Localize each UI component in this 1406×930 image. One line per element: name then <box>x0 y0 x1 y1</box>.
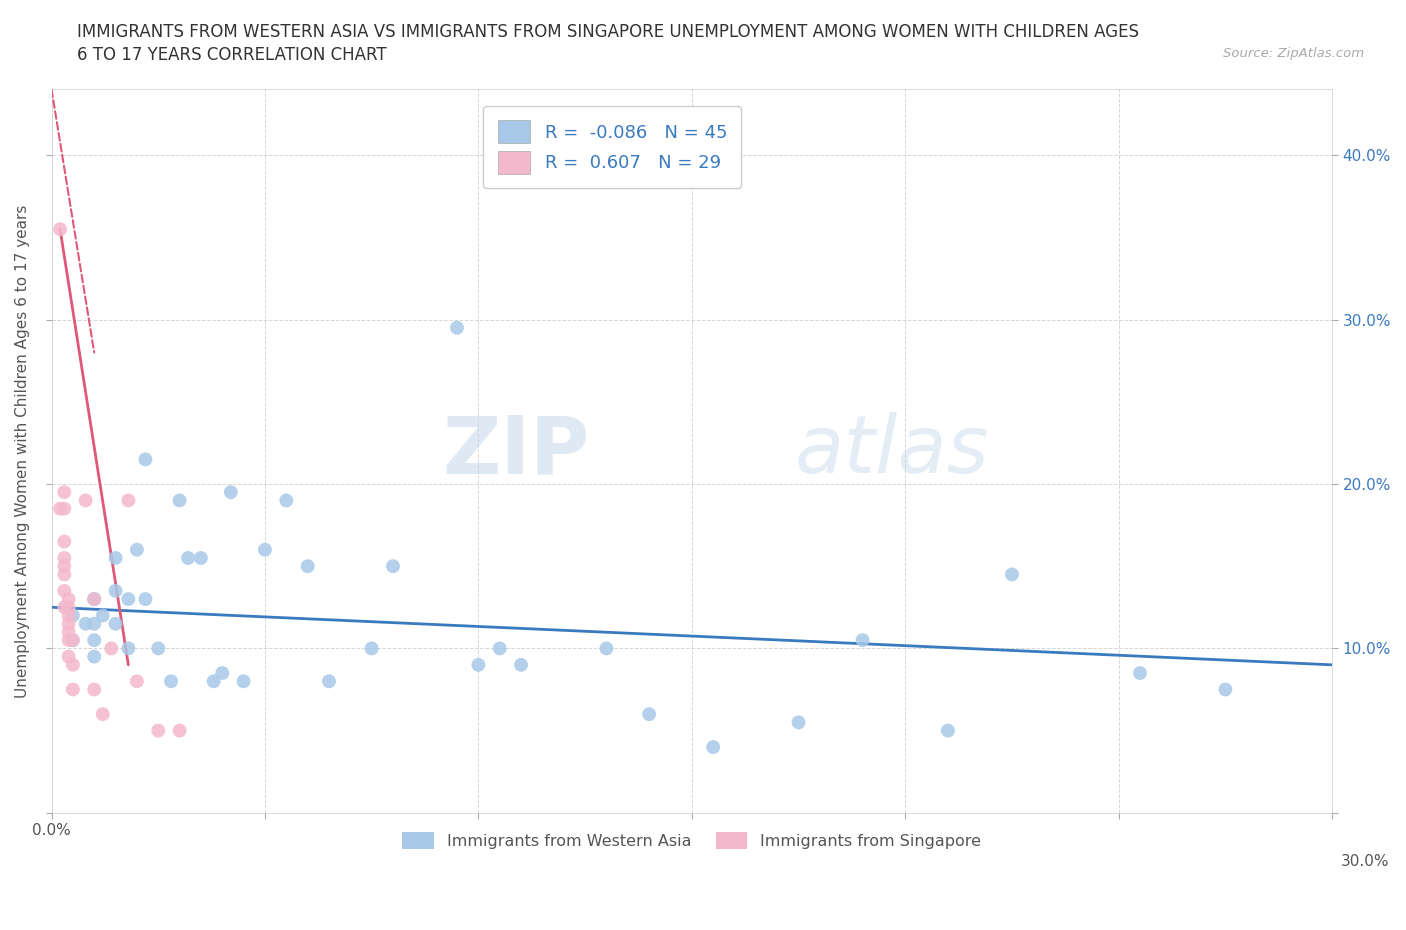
Point <box>53 567 76 582</box>
Text: ZIP: ZIP <box>441 412 589 490</box>
Point <box>190 551 212 565</box>
Point <box>49 501 72 516</box>
Point <box>58 608 80 623</box>
Text: atlas: atlas <box>794 412 988 490</box>
Point <box>83 649 105 664</box>
Point <box>62 632 84 647</box>
Point <box>232 674 254 689</box>
Point <box>787 715 810 730</box>
Text: Source: ZipAtlas.com: Source: ZipAtlas.com <box>1223 46 1364 60</box>
Point <box>53 551 76 565</box>
Point <box>75 493 97 508</box>
Point <box>360 641 382 656</box>
Point <box>638 707 661 722</box>
Point <box>211 666 233 681</box>
Point <box>53 559 76 574</box>
Point <box>58 617 80 631</box>
Point <box>117 591 139 606</box>
Point <box>83 682 105 697</box>
Point <box>446 320 468 335</box>
Point <box>53 485 76 499</box>
Point <box>91 707 114 722</box>
Legend: Immigrants from Western Asia, Immigrants from Singapore: Immigrants from Western Asia, Immigrants… <box>396 826 987 856</box>
Point <box>58 649 80 664</box>
Point <box>297 559 319 574</box>
Point <box>253 542 276 557</box>
Point <box>125 674 148 689</box>
Text: 6 TO 17 YEARS CORRELATION CHART: 6 TO 17 YEARS CORRELATION CHART <box>77 46 387 64</box>
Point <box>1215 682 1237 697</box>
Point <box>53 534 76 549</box>
Point <box>58 625 80 640</box>
Point <box>83 591 105 606</box>
Point <box>53 600 76 615</box>
Point <box>702 739 724 754</box>
Point <box>169 493 191 508</box>
Point <box>62 682 84 697</box>
Point <box>467 658 489 672</box>
Point <box>488 641 510 656</box>
Point <box>318 674 340 689</box>
Point <box>83 632 105 647</box>
Point <box>595 641 617 656</box>
Point <box>62 658 84 672</box>
Point <box>83 591 105 606</box>
Point <box>49 221 72 236</box>
Point <box>134 591 156 606</box>
Point <box>117 493 139 508</box>
Point <box>382 559 405 574</box>
Point <box>177 551 200 565</box>
Point <box>160 674 183 689</box>
Text: IMMIGRANTS FROM WESTERN ASIA VS IMMIGRANTS FROM SINGAPORE UNEMPLOYMENT AMONG WOM: IMMIGRANTS FROM WESTERN ASIA VS IMMIGRAN… <box>77 23 1139 41</box>
Y-axis label: Unemployment Among Women with Children Ages 6 to 17 years: Unemployment Among Women with Children A… <box>15 205 30 698</box>
Point <box>1001 567 1024 582</box>
Point <box>134 452 156 467</box>
Text: 30.0%: 30.0% <box>1340 854 1389 869</box>
Point <box>104 583 127 598</box>
Point <box>91 608 114 623</box>
Point <box>100 641 122 656</box>
Point <box>62 632 84 647</box>
Point <box>104 551 127 565</box>
Point <box>219 485 242 499</box>
Point <box>75 617 97 631</box>
Point <box>510 658 533 672</box>
Point <box>936 724 959 738</box>
Point <box>53 501 76 516</box>
Point <box>125 542 148 557</box>
Point <box>851 632 873 647</box>
Point <box>83 617 105 631</box>
Point <box>1129 666 1152 681</box>
Point <box>53 583 76 598</box>
Point <box>58 591 80 606</box>
Point <box>148 641 170 656</box>
Point <box>202 674 225 689</box>
Point <box>104 617 127 631</box>
Point <box>169 724 191 738</box>
Point <box>83 591 105 606</box>
Point <box>276 493 298 508</box>
Point <box>117 641 139 656</box>
Point <box>58 632 80 647</box>
Point <box>58 600 80 615</box>
Point <box>148 724 170 738</box>
Point <box>62 608 84 623</box>
